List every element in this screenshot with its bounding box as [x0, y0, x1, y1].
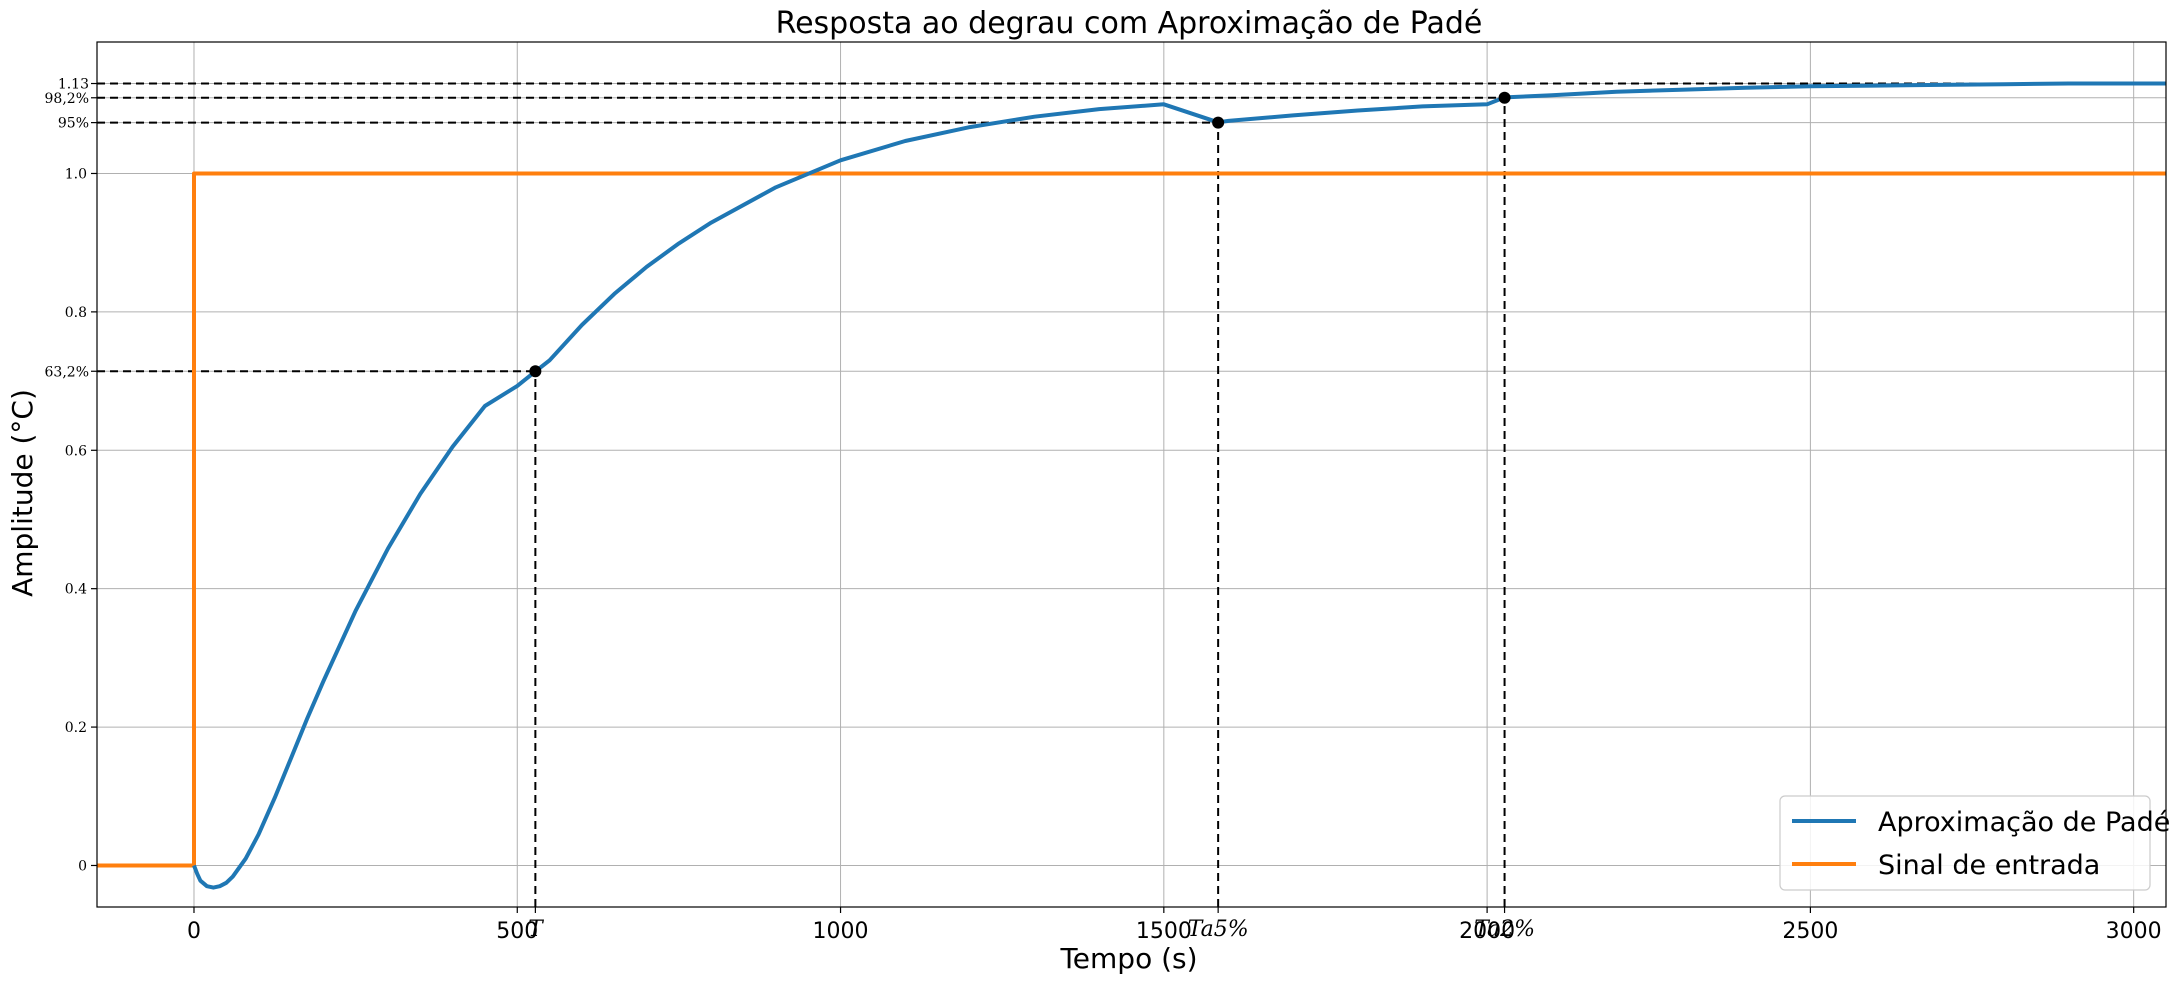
horizontal-reference-label: 95%	[58, 116, 89, 132]
vertical-reference-label: Ta2%	[1474, 917, 1535, 942]
x-tick-label: 1000	[813, 919, 869, 944]
legend-label-pade: Aproximação de Padé	[1878, 807, 2170, 838]
reference-point-marker	[1498, 91, 1511, 104]
x-axis-label: Tempo (s)	[1059, 942, 1197, 975]
x-tick-label: 2500	[1782, 919, 1838, 944]
horizontal-reference-label: 1.13	[58, 77, 89, 93]
reference-point-marker	[1212, 116, 1225, 129]
chart-title: Resposta ao degrau com Aproximação de Pa…	[776, 6, 1483, 41]
horizontal-reference-label: 98,2%	[45, 91, 89, 107]
x-ticks: 0 500 1000 1500 2000 2500 3000	[187, 907, 2162, 944]
x-tick-label: 0	[187, 919, 201, 944]
legend-box	[1779, 795, 2151, 891]
x-tick-label: 1500	[1136, 919, 1192, 944]
y-tick-label: 0.8	[65, 305, 87, 321]
vertical-reference-label: Ta5%	[1188, 917, 1249, 942]
y-tick-label: 0.4	[65, 582, 87, 598]
legend: Aproximação de Padé Sinal de entrada	[1779, 795, 2170, 891]
reference-lines	[97, 82, 2166, 907]
reference-point-marker	[529, 365, 542, 378]
y-axis-label: Amplitude (°C)	[6, 389, 39, 597]
x-tick-label: 3000	[2106, 919, 2162, 944]
y-tick-label: 0	[78, 858, 87, 874]
plot-frame	[96, 41, 2167, 908]
vertical-reference-label: T	[528, 917, 545, 942]
y-tick-label: 0.2	[65, 720, 87, 736]
legend-label-input: Sinal de entrada	[1878, 850, 2100, 881]
series-line-pade	[192, 81, 2166, 890]
series-line-input	[97, 171, 2166, 868]
y-tick-label: 1.0	[65, 166, 87, 182]
series	[97, 81, 2166, 890]
y-ticks: 0 0.2 0.4 0.6 0.8 1.0	[65, 82, 97, 874]
x-tick-label: 2000	[1459, 919, 1515, 944]
y-tick-label: 0.6	[65, 443, 87, 459]
horizontal-reference-label: 63,2%	[45, 364, 89, 380]
x-tick-label: 500	[496, 919, 538, 944]
markers	[529, 91, 1511, 378]
